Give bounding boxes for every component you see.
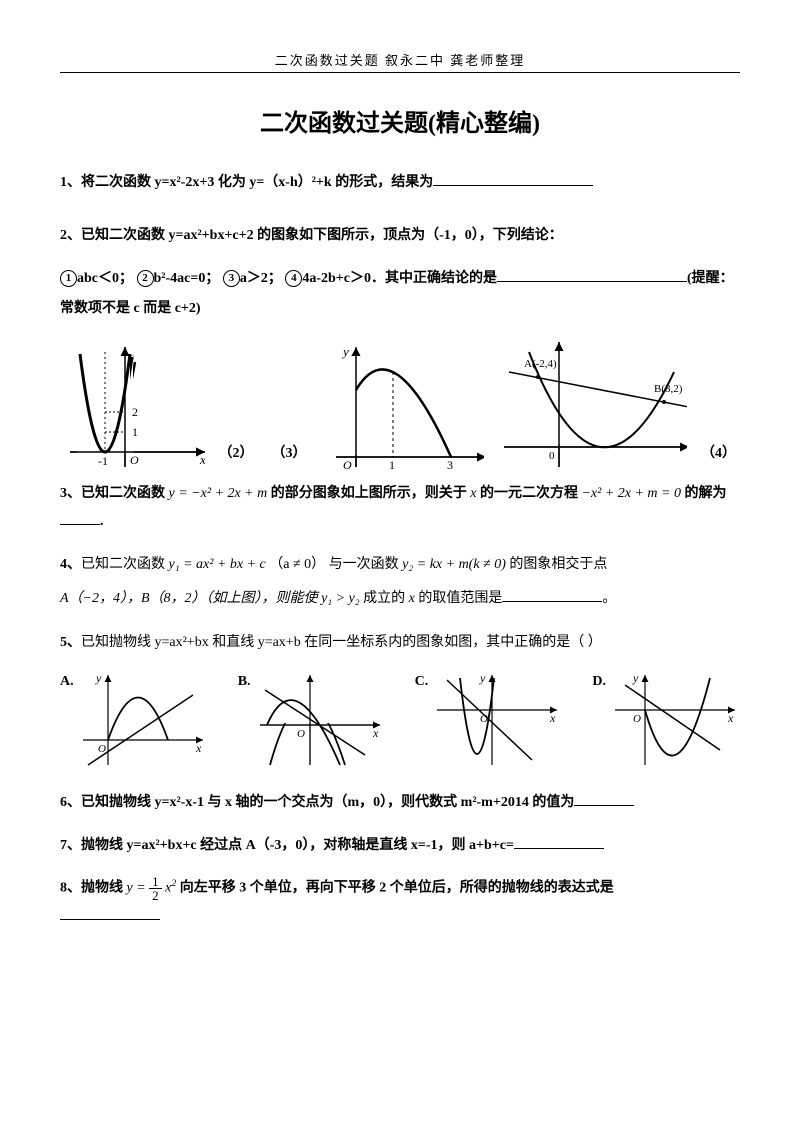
svg-text:0: 0: [549, 450, 555, 462]
q8-blank: [60, 905, 160, 920]
q7-blank: [514, 834, 604, 849]
q3-num: 3、: [60, 486, 81, 501]
graph-q4: x y 0 A(-2,4) B(8,2): [494, 337, 687, 472]
question-2-options: 1abc＜0； 2b²-4ac=0； 3a＞2； 44a-2b+c＞0．其中正确…: [60, 264, 740, 326]
svg-text:1: 1: [389, 458, 395, 472]
circ-3: 3: [223, 270, 240, 287]
q5-graph-c: x y O x y O: [432, 670, 562, 770]
page-title: 二次函数过关题(精心整编): [60, 103, 740, 138]
svg-text:O: O: [343, 458, 352, 472]
svg-text:y: y: [95, 671, 102, 685]
svg-text:y: y: [479, 671, 486, 685]
q3-f1: y = −x² + 2x + m: [169, 480, 268, 508]
q5-option-c: C. x y O x: [415, 670, 563, 770]
graph-q3: x y O 1 3: [321, 342, 485, 472]
page-header: 二次函数过关题 叙永二中 龚老师整理: [60, 50, 740, 73]
svg-text:1: 1: [132, 425, 138, 439]
q5-graph-d: x y O x y O: [610, 670, 740, 770]
q5-graph-a: x y O: [78, 670, 208, 770]
question-7: 7、抛物线 y=ax²+bx+c 经过点 A（-3，0），对称轴是直线 x=-1…: [60, 831, 740, 862]
q2-opt4: 4a-2b+c＞0．其中正确结论的是: [302, 271, 497, 286]
circ-2: 2: [137, 270, 154, 287]
graph-label-2: （2）: [215, 442, 258, 472]
question-2: 2、已知二次函数 y=ax²+bx+c+2 的图象如下图所示，顶点为（-1，0）…: [60, 221, 740, 252]
q3-blank: [60, 510, 100, 525]
q6-blank: [574, 791, 634, 806]
svg-text:x: x: [195, 741, 202, 755]
svg-text:x: x: [727, 711, 734, 725]
q3-f2: −x² + 2x + m = 0: [581, 480, 681, 508]
question-8: 8、抛物线 y = 12 x2 向左平移 3 个单位，再向下平移 2 个单位后，…: [60, 874, 740, 931]
circ-1: 1: [60, 270, 77, 287]
svg-text:O: O: [130, 453, 139, 467]
graph-q2: x y O 1 2 -1: [60, 342, 205, 472]
q5-graph-b: x y O: [255, 670, 385, 770]
q2-opt3: a＞2；: [240, 271, 282, 286]
svg-text:x: x: [199, 452, 205, 467]
q5-option-d: D. x y O x y O: [592, 670, 740, 770]
svg-text:y: y: [632, 671, 639, 685]
graph-row: x y O 1 2 -1: [60, 337, 740, 472]
q1-blank: [433, 171, 593, 186]
q8-formula: y = 12 x2: [127, 874, 177, 903]
q2-blank: [497, 267, 687, 282]
q1-num: 1、: [60, 175, 81, 190]
graph-label-4: （4）: [697, 442, 740, 472]
svg-text:3: 3: [447, 458, 453, 472]
q5-option-b: B. x y O: [238, 670, 385, 770]
question-4: 4、已知二次函数 y₁ = ax² + bx + c （a ≠ 0） 与一次函数…: [60, 548, 740, 615]
q2-text-a: 已知二次函数 y=ax²+bx+c+2 的图象如下图所示，顶点为（-1，0），下…: [81, 228, 563, 243]
svg-text:y: y: [341, 344, 349, 359]
q2-opt2: b²-4ac=0；: [154, 271, 220, 286]
question-6: 6、已知抛物线 y=x²-x-1 与 x 轴的一个交点为（m，0），则代数式 m…: [60, 788, 740, 819]
question-3: 3、已知二次函数 y = −x² + 2x + m 的部分图象如上图所示，则关于…: [60, 480, 740, 536]
svg-text:O: O: [633, 713, 641, 725]
svg-text:A(-2,4): A(-2,4): [524, 358, 557, 370]
svg-text:x: x: [372, 726, 379, 740]
svg-text:O: O: [297, 728, 305, 740]
q5-option-a: A. x y O: [60, 670, 208, 770]
question-5: 5、已知抛物线 y=ax²+bx 和直线 y=ax+b 在同一坐标系内的图象如图…: [60, 628, 740, 659]
svg-text:B(8,2): B(8,2): [654, 383, 683, 395]
q5-options-row: A. x y O B. x y O: [60, 670, 740, 770]
q4-blank: [502, 587, 602, 602]
q1-text: 将二次函数 y=x²-2x+3 化为 y=（x-h）²+k 的形式，结果为: [81, 175, 433, 190]
svg-text:2: 2: [132, 405, 138, 419]
svg-text:-1: -1: [98, 454, 108, 468]
circ-4: 4: [285, 270, 302, 287]
question-1: 1、将二次函数 y=x²-2x+3 化为 y=（x-h）²+k 的形式，结果为: [60, 168, 740, 199]
q2-num: 2、: [60, 228, 81, 243]
graph-label-3: （3）: [268, 442, 311, 472]
svg-text:x: x: [549, 711, 556, 725]
q2-opt1: abc＜0；: [77, 271, 133, 286]
svg-text:O: O: [480, 713, 488, 725]
